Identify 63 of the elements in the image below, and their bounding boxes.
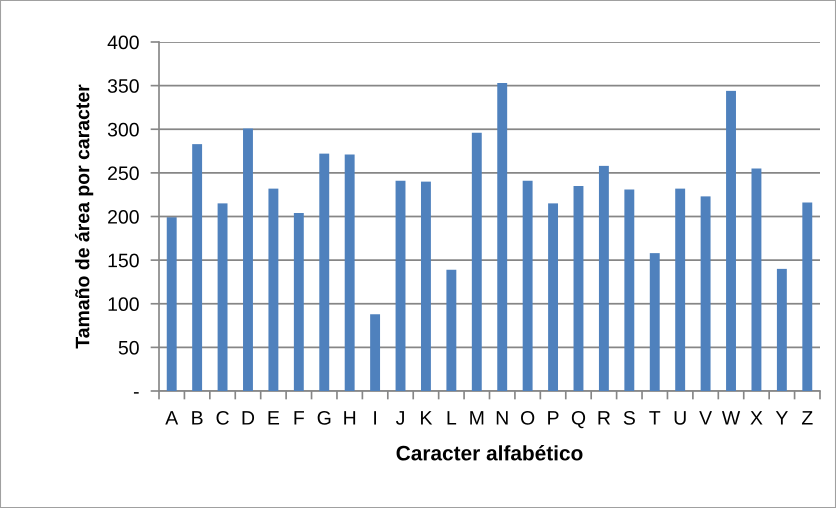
x-tick-label: H [344,411,356,425]
x-tick-label: I [374,411,376,425]
x-tick-label: R [598,411,610,425]
bar [497,83,508,391]
bar [166,217,177,391]
x-tick-label: V [699,411,712,425]
x-axis-title: Caracter alfabético [396,445,582,461]
x-tick-label: D [242,411,254,425]
x-tick-label: O [520,410,534,425]
y-tick-label: 100 [108,297,139,311]
y-tick-label: 150 [108,254,139,268]
bar [522,180,533,391]
x-tick-label: L [448,411,456,425]
x-tick-label: B [192,411,203,425]
y-tick-label: 50 [118,340,139,355]
y-tick-label: 400 [108,35,139,50]
y-tick-label: 200 [108,210,139,224]
x-tick-label: P [548,411,559,425]
x-tick-label: J [396,411,404,425]
y-axis-title: Tamaño de área por caracter [74,84,94,348]
x-tick-label: N [496,411,508,425]
bar [726,90,736,391]
y-tick-label: 350 [108,79,139,93]
bar [192,144,202,391]
bar [802,202,812,391]
x-tick-label: M [470,411,484,425]
y-tick-label: - [134,392,139,394]
x-tick-label: G [318,410,330,425]
bar [319,154,330,391]
x-tick-label: S [624,410,635,425]
bar [700,196,711,391]
y-tick-label: 250 [108,166,139,180]
x-tick-label: Z [802,411,813,425]
bar [598,166,609,391]
bar [624,189,634,391]
x-tick-label: C [216,410,229,425]
x-tick-label: E [268,411,280,425]
x-tick-label: T [649,411,660,425]
x-tick-label: Y [776,411,788,425]
bar [370,314,380,391]
bar [446,270,456,391]
x-tick-label: A [165,411,178,425]
bar [650,253,660,391]
bar [294,213,304,391]
bar [751,168,762,391]
bar [472,132,482,391]
bar [548,203,558,391]
x-tick-label: F [294,411,304,425]
x-tick-label: K [421,411,432,425]
bar [420,182,431,391]
bar [268,188,278,391]
bar [675,188,686,391]
bar [396,180,406,391]
x-tick-label: X [750,411,763,425]
x-tick-label: Q [572,410,586,428]
bar [776,268,787,391]
bar [344,154,355,391]
y-tick-label: 300 [108,122,139,136]
bar [243,128,253,391]
x-tick-label: U [674,411,686,425]
bar [574,186,584,391]
x-tick-label: W [722,411,740,425]
bar [218,203,228,391]
